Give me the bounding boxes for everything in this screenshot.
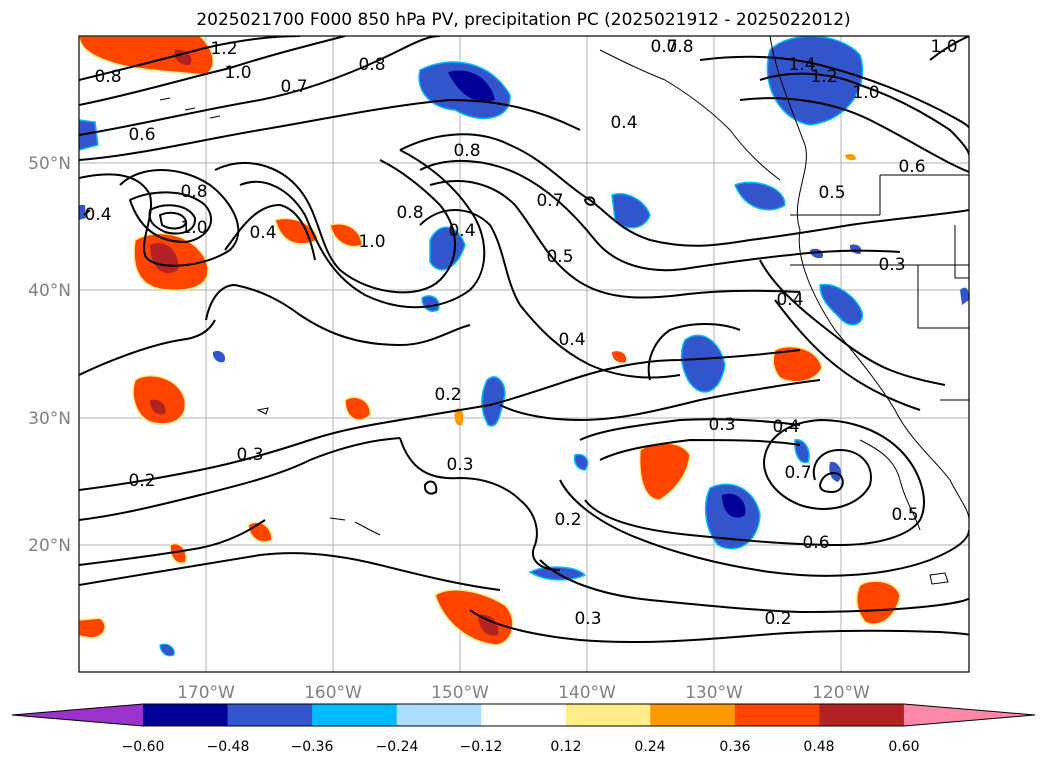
contour-label: 0.8 [94,67,121,87]
lat-tick-label: 40°N [28,281,71,301]
contour-label: 1.2 [210,39,237,59]
colorbar-segment [143,704,229,726]
contour-label: 0.8 [396,203,423,223]
contour-label: 0.7 [280,77,307,97]
colorbar-tick-labels: −0.60 −0.48 −0.36 −0.24 −0.12 0.12 0.24 … [122,739,920,755]
colorbar-tick-label: 0.12 [550,739,581,755]
colorbar-tick-label: 0.60 [888,739,919,755]
colorbar-tick-label: −0.24 [376,739,419,755]
contour-label: 0.3 [574,609,601,629]
contour-label: 0.2 [434,385,461,405]
contour-label: 0.4 [84,205,111,225]
contour-label: 0.2 [128,471,155,491]
contour-label: 0.7 [536,191,563,211]
colorbar-segment [734,704,820,726]
colorbar-tick-label: −0.60 [122,739,165,755]
lon-tick-label: 150°W [431,683,489,703]
contour-label: 1.0 [852,83,879,103]
colorbar-segment [312,704,398,726]
coastlines [159,36,969,585]
lon-tick-label: 140°W [558,683,616,703]
colorbar-tick-label: −0.36 [291,739,334,755]
precip-anomaly-fill [79,36,969,657]
colorbar-segment [650,704,736,726]
lat-tick-label: 30°N [28,409,71,429]
colorbar-segment [481,704,567,726]
contour-label: 0.4 [448,221,475,241]
latitude-labels: 50°N 40°N 30°N 20°N [28,154,71,556]
longitude-labels: 170°W 160°W 150°W 140°W 130°W 120°W [177,683,870,703]
contour-label: 0.5 [818,183,845,203]
colorbar-tick-label: 0.24 [634,739,665,755]
contour-label: 0.7 [784,463,811,483]
lon-tick-label: 130°W [685,683,743,703]
lon-tick-label: 120°W [812,683,870,703]
contour-label: 1.4 [788,55,815,75]
contour-label: 0.3 [878,255,905,275]
colorbar-tick-label: 0.48 [803,739,834,755]
colorbar-segment [227,704,313,726]
contour-label: 1.0 [930,37,957,57]
contour-labels: 1.2 1.0 0.8 0.7 0.8 0.6 0.8 1.0 0.4 0.8 … [84,37,957,629]
contour-label: 1.0 [358,232,385,252]
contour-label: 0.6 [128,125,155,145]
colorbar-outline [11,703,1036,727]
contour-label: 0.5 [891,505,918,525]
contour-label: 0.4 [558,330,585,350]
lon-tick-label: 160°W [304,683,362,703]
contour-label: 0.3 [446,455,473,475]
colorbar-tick-label: −0.48 [207,739,250,755]
colorbar-extend-max [903,704,1035,726]
colorbar: −0.60 −0.48 −0.36 −0.24 −0.12 0.12 0.24 … [11,703,1036,755]
contour-label: 0.5 [546,247,573,267]
contour-label: 0.6 [802,533,829,553]
pv-contours [79,36,969,644]
contour-label: 0.8 [180,182,207,202]
contour-label: 1.0 [224,63,251,83]
contour-label: 0.7 [650,37,677,57]
contour-label: 0.8 [358,55,385,75]
contour-label: 0.2 [764,609,791,629]
contour-label: 1.0 [180,218,207,238]
contour-label: 0.3 [236,445,263,465]
colorbar-extend-min [12,704,143,726]
contour-label: 0.4 [772,417,799,437]
contour-label: 0.4 [610,113,637,133]
map-title: 2025021700 F000 850 hPa PV, precipitatio… [196,10,851,30]
contour-label: 0.2 [554,510,581,530]
colorbar-swatches [11,703,1036,727]
colorbar-tick-label: −0.12 [460,739,503,755]
contour-label: 0.8 [666,37,693,57]
contour-label: 0.3 [708,415,735,435]
contour-label: 0.6 [898,157,925,177]
contour-label: 0.4 [776,290,803,310]
colorbar-tick-label: 0.36 [719,739,750,755]
contour-label: 0.4 [249,223,276,243]
colorbar-segment [396,704,482,726]
contour-label: 0.8 [453,141,480,161]
lat-tick-label: 20°N [28,536,71,556]
lon-tick-label: 170°W [177,683,235,703]
lat-tick-label: 50°N [28,154,71,174]
map-frame [78,35,970,673]
colorbar-segment [565,704,651,726]
contour-label: 1.2 [810,67,837,87]
colorbar-segment [819,704,905,726]
